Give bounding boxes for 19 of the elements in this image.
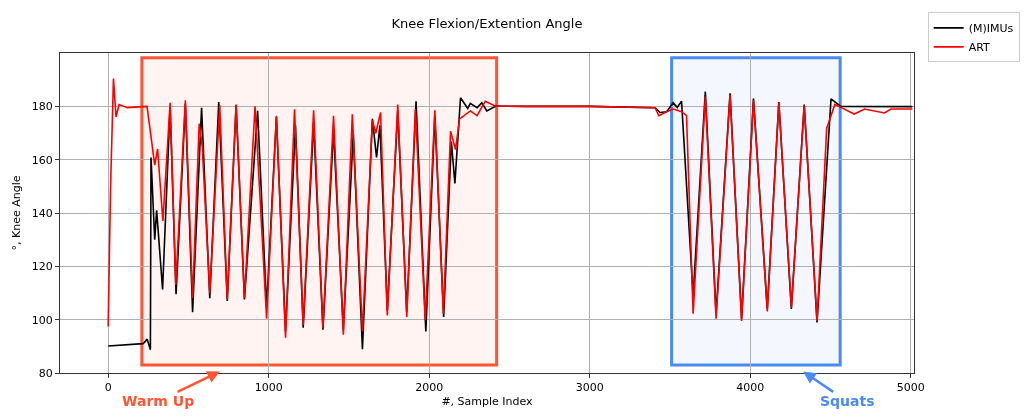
x-tick-label: 4000 (736, 381, 765, 395)
x-tick-label: 5000 (896, 381, 925, 395)
x-tick-label: 1000 (254, 381, 283, 395)
x-axis-title: #, Sample Index (441, 395, 534, 409)
y-tick-label: 180 (31, 100, 53, 114)
legend-label: ART (968, 41, 991, 55)
y-tick-label: 80 (38, 366, 53, 380)
x-tick-label: 0 (104, 381, 112, 395)
y-tick-label: 120 (31, 260, 53, 274)
band-label: Squats (820, 393, 875, 409)
y-axis-title: °, Knee Angle (10, 175, 24, 251)
y-tick-label: 160 (31, 153, 53, 167)
band-label: Warm Up (122, 393, 195, 409)
y-tick-label: 100 (31, 313, 53, 327)
chart-title: Knee Flexion/Extention Angle (391, 15, 583, 31)
y-tick-label: 140 (31, 206, 53, 220)
x-tick-label: 2000 (415, 381, 444, 395)
x-tick-label: 3000 (575, 381, 604, 395)
legend-label: (M)IMUs (968, 22, 1014, 36)
